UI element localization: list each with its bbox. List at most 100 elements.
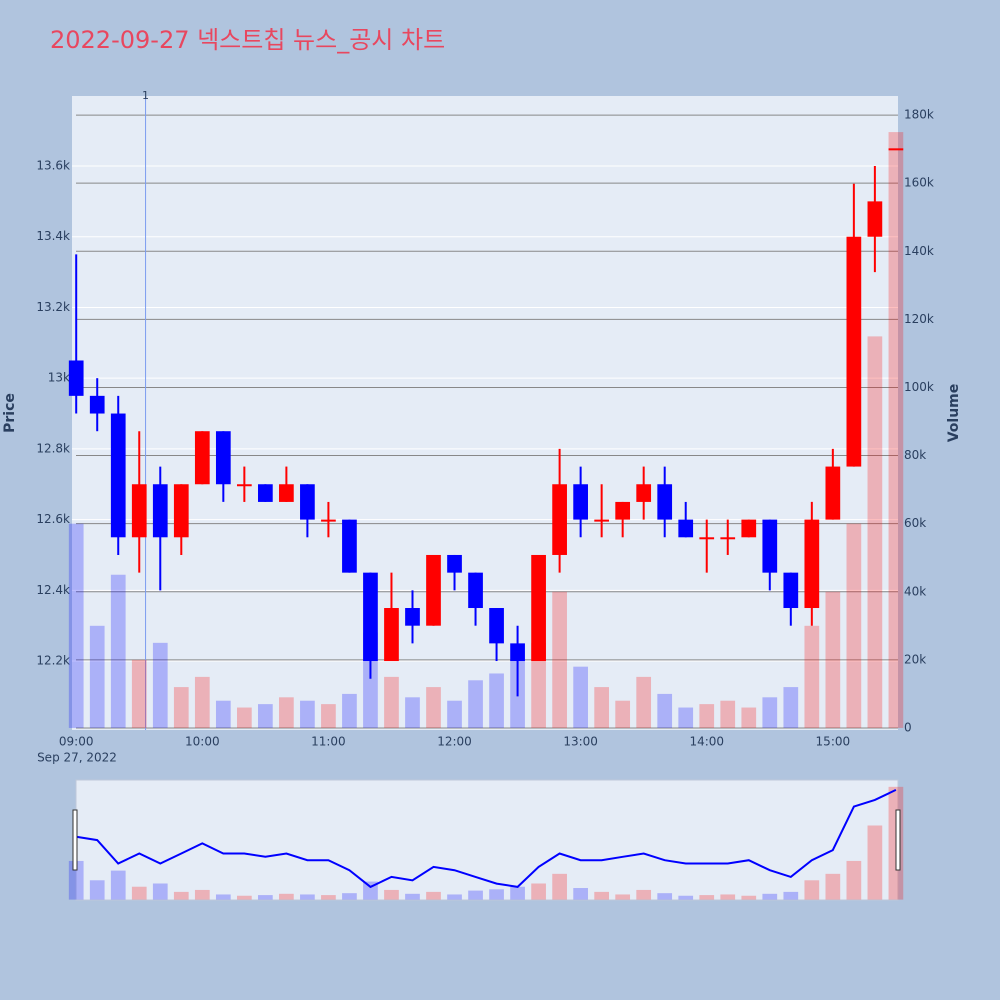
- volume-bar: [258, 704, 273, 728]
- candle-body: [657, 484, 673, 520]
- y2-axis-title: Volume: [946, 384, 962, 443]
- mini-volume-bar: [110, 870, 126, 900]
- x-tick-label: 13:00: [563, 735, 598, 749]
- candle-body: [215, 431, 231, 485]
- mini-volume-bar: [468, 890, 483, 900]
- volume-bar: [825, 591, 841, 728]
- mini-volume-bar: [552, 873, 567, 900]
- volume-bar: [426, 687, 441, 728]
- mini-volume-bar: [804, 880, 820, 900]
- mini-volume-bar: [783, 891, 799, 900]
- volume-bar: [804, 625, 820, 728]
- volume-bar: [300, 700, 315, 728]
- volume-bar: [321, 704, 336, 728]
- x-date-label: Sep 27, 2022: [37, 751, 117, 765]
- candle-body: [573, 484, 588, 520]
- mini-volume-bar: [741, 895, 757, 900]
- volume-bar: [615, 700, 631, 728]
- candle-body: [678, 519, 694, 538]
- y-tick-label: 13.4k: [36, 229, 70, 243]
- y-tick-label: 13k: [48, 371, 70, 385]
- candle-body: [468, 572, 483, 609]
- volume-bar: [384, 676, 399, 728]
- candle-body: [110, 413, 126, 538]
- candle-body: [300, 484, 315, 520]
- mini-volume-bar: [173, 891, 189, 900]
- y2-tick-label: 140k: [904, 244, 934, 258]
- volume-bar: [215, 700, 231, 728]
- mini-volume-bar: [279, 893, 294, 900]
- mini-volume-bar: [152, 883, 168, 900]
- x-tick-label: 15:00: [816, 735, 851, 749]
- x-tick-label: 11:00: [311, 735, 346, 749]
- volume-bar: [573, 666, 588, 728]
- volume-bar: [678, 707, 694, 728]
- mini-volume-bar: [594, 891, 610, 900]
- mini-volume-bar: [615, 894, 631, 900]
- mini-price-line: [76, 788, 897, 889]
- annotation-text: 1: [142, 89, 149, 102]
- mini-volume-bar: [405, 893, 420, 900]
- mini-volume-bar: [384, 889, 399, 900]
- volume-bar: [194, 676, 210, 728]
- candle-body: [426, 554, 441, 626]
- volume-bar: [468, 680, 483, 728]
- mini-volume-bar: [678, 895, 694, 900]
- x-tick-label: 12:00: [437, 735, 472, 749]
- y-tick-label: 12.8k: [36, 441, 70, 455]
- candle-body: [321, 519, 336, 522]
- candle-body: [867, 201, 883, 237]
- volume-bar: [68, 523, 84, 728]
- volume-bar: [152, 642, 168, 728]
- candle-body: [131, 484, 147, 538]
- candle-body: [510, 643, 525, 662]
- mini-volume-bar: [636, 889, 652, 900]
- mini-volume-bar: [426, 891, 441, 900]
- candle-body: [89, 395, 105, 414]
- slider-handle-right[interactable]: [895, 809, 901, 871]
- mini-volume-bar: [89, 880, 105, 900]
- candle-body: [594, 519, 610, 522]
- y-tick-label: 13.2k: [36, 300, 70, 314]
- mini-volume-bar: [342, 893, 357, 900]
- candle-body: [342, 519, 357, 573]
- volume-bar: [236, 707, 252, 728]
- volume-bar: [783, 687, 799, 728]
- y-tick-label: 13.6k: [36, 159, 70, 173]
- mini-volume-bar: [699, 895, 715, 900]
- candle-body: [363, 572, 378, 662]
- volume-bar: [342, 693, 357, 728]
- candle-body: [152, 484, 168, 538]
- candle-body: [615, 501, 631, 520]
- volume-bar: [552, 591, 567, 728]
- volume-bar: [131, 659, 147, 728]
- y2-tick-label: 120k: [904, 312, 934, 326]
- mini-volume-bar: [720, 894, 736, 900]
- mini-volume-bar: [510, 886, 525, 900]
- mini-volume-bar: [762, 893, 778, 900]
- candle-body: [699, 537, 715, 540]
- volume-bar: [594, 687, 610, 728]
- candle-body: [783, 572, 799, 609]
- candle-body: [636, 484, 652, 502]
- candle-body: [384, 608, 399, 662]
- candle-body: [888, 148, 904, 151]
- y-axis-title: Price: [2, 393, 18, 433]
- candle-body: [531, 554, 546, 662]
- volume-bar: [636, 676, 652, 728]
- volume-bar: [89, 625, 105, 728]
- candle-body: [489, 608, 504, 644]
- range-slider[interactable]: [75, 779, 899, 901]
- mini-volume-bar: [657, 893, 673, 900]
- mini-volume-bar: [447, 894, 462, 900]
- slider-handle-left[interactable]: [72, 809, 78, 871]
- mini-volume-bar: [68, 860, 84, 900]
- candle-body: [405, 608, 420, 626]
- mini-volume-bar: [258, 895, 273, 900]
- volume-bar: [657, 693, 673, 728]
- y-tick-label: 12.6k: [36, 512, 70, 526]
- candle-body: [552, 484, 567, 555]
- mini-volume-bar: [321, 895, 336, 900]
- y2-tick-label: 180k: [904, 108, 934, 122]
